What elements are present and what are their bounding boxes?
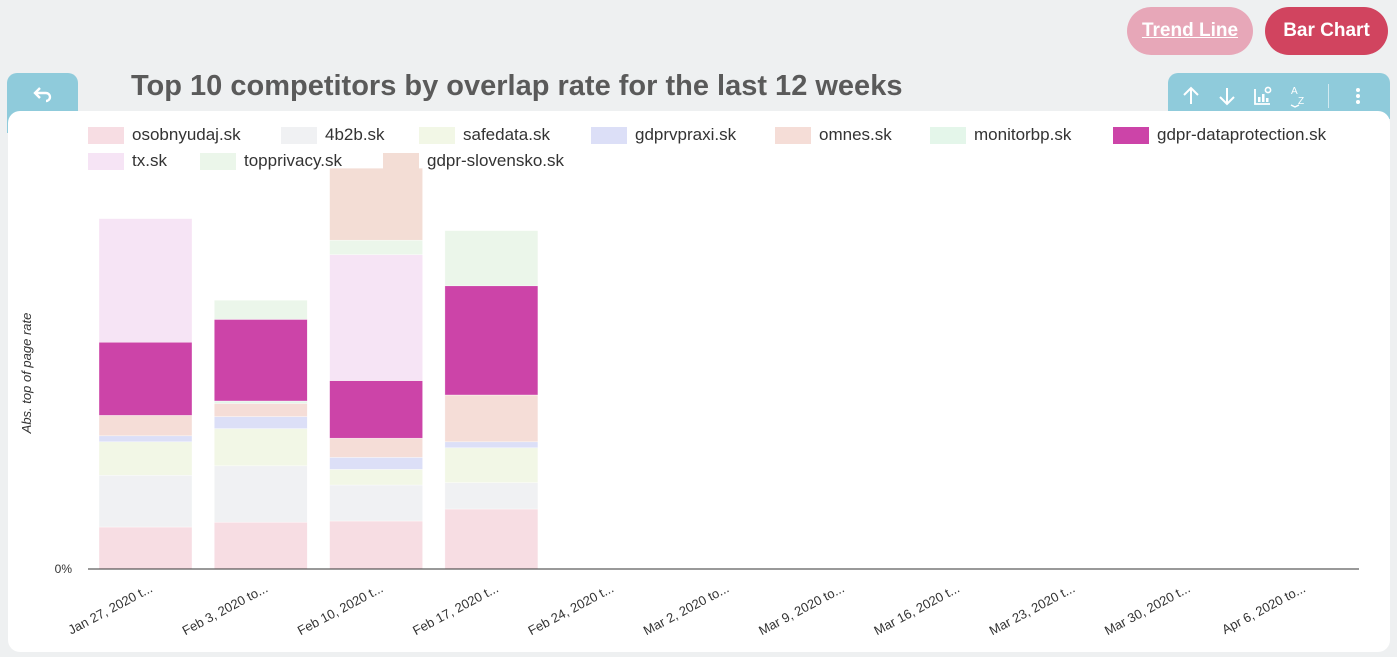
bar-segment[interactable] xyxy=(444,482,539,510)
legend-label: safedata.sk xyxy=(463,125,550,144)
bar-segment[interactable] xyxy=(329,380,423,439)
x-tick-label: Mar 9, 2020 to... xyxy=(756,580,847,638)
legend-item[interactable]: gdpr-slovensko.sk xyxy=(383,151,564,171)
legend-item[interactable]: gdprvpraxi.sk xyxy=(591,125,736,145)
legend-label: gdpr-dataprotection.sk xyxy=(1157,125,1327,144)
x-tick-label: Feb 17, 2020 t... xyxy=(410,580,501,638)
legend-item[interactable]: gdpr-dataprotection.sk xyxy=(1113,125,1326,145)
legend-swatch xyxy=(88,152,124,170)
bar-segment[interactable] xyxy=(214,521,308,570)
x-tick-label: Mar 30, 2020 t... xyxy=(1102,580,1193,638)
legend-label: tx.sk xyxy=(132,151,167,170)
y-tick-label: 0% xyxy=(55,562,73,576)
bar-segment[interactable] xyxy=(214,465,308,523)
bar-segment[interactable] xyxy=(329,239,423,255)
legend-swatch xyxy=(591,126,627,144)
toolbar-divider xyxy=(1328,84,1329,108)
bar-segment[interactable] xyxy=(444,394,539,443)
legend-item[interactable]: safedata.sk xyxy=(419,125,550,145)
x-tick-label: Feb 3, 2020 to... xyxy=(180,580,271,638)
svg-text:Z: Z xyxy=(1298,96,1304,107)
bar-segment[interactable] xyxy=(98,475,193,528)
bar-segment[interactable] xyxy=(214,319,308,402)
chart-settings-icon[interactable] xyxy=(1250,83,1276,109)
bar-segment[interactable] xyxy=(329,457,423,470)
sort-az-icon[interactable]: A Z xyxy=(1286,83,1312,109)
bar-segment[interactable] xyxy=(214,400,308,404)
x-tick-label: Mar 23, 2020 t... xyxy=(987,580,1078,638)
legend-item[interactable]: monitorbp.sk xyxy=(930,125,1071,145)
legend-item[interactable]: tx.sk xyxy=(88,151,167,171)
bar-segment[interactable] xyxy=(98,341,193,416)
legend-swatch xyxy=(930,126,966,144)
x-tick-label: Mar 16, 2020 t... xyxy=(871,580,962,638)
stacked-bar-chart: Abs. top of page rate 0% Jan 27, 2020 t.… xyxy=(19,167,1359,638)
bar-segment[interactable] xyxy=(444,285,539,396)
arrow-up-icon[interactable] xyxy=(1178,83,1204,109)
bar-segment[interactable] xyxy=(329,254,423,381)
bar-segment[interactable] xyxy=(214,299,308,320)
x-tick-label: Jan 27, 2020 t... xyxy=(66,580,155,637)
bar-segment[interactable] xyxy=(214,403,308,417)
chart-card: Abs. top of page rate 0% Jan 27, 2020 t.… xyxy=(8,111,1390,652)
bar-segment[interactable] xyxy=(444,230,539,287)
y-axis-title: Abs. top of page rate xyxy=(19,313,34,435)
arrow-down-icon[interactable] xyxy=(1214,83,1240,109)
legend-label: gdprvpraxi.sk xyxy=(635,125,737,144)
bar-segment[interactable] xyxy=(444,441,539,449)
legend-swatch xyxy=(88,126,124,144)
x-tick-label: Feb 24, 2020 t... xyxy=(525,580,616,638)
legend-swatch xyxy=(383,152,419,170)
legend-swatch xyxy=(1113,126,1149,144)
bar-segment[interactable] xyxy=(214,416,308,429)
legend-label: topprivacy.sk xyxy=(244,151,342,170)
legend-label: osobnyudaj.sk xyxy=(132,125,241,144)
bar-segment[interactable] xyxy=(329,469,423,486)
bar-segment[interactable] xyxy=(329,437,423,458)
trend-line-button[interactable]: Trend Line xyxy=(1127,7,1253,55)
undo-arrow-icon xyxy=(31,83,55,108)
bar-segment[interactable] xyxy=(98,526,193,570)
legend-label: monitorbp.sk xyxy=(974,125,1072,144)
bar-segment[interactable] xyxy=(98,441,193,476)
more-vert-icon[interactable] xyxy=(1345,83,1371,109)
bar-segment[interactable] xyxy=(214,428,308,467)
bar-segment[interactable] xyxy=(329,167,423,241)
x-tick-label: Apr 6, 2020 to... xyxy=(1219,580,1308,637)
bar-chart-button[interactable]: Bar Chart xyxy=(1265,7,1388,55)
legend-item[interactable]: topprivacy.sk xyxy=(200,151,342,171)
legend-item[interactable]: omnes.sk xyxy=(775,125,892,145)
legend-swatch xyxy=(200,152,236,170)
bar-segment[interactable] xyxy=(444,508,539,570)
legend-label: omnes.sk xyxy=(819,125,892,144)
bar-segment[interactable] xyxy=(329,484,423,522)
chart-title: Top 10 competitors by overlap rate for t… xyxy=(131,70,903,102)
bar-segment[interactable] xyxy=(98,415,193,437)
legend-swatch xyxy=(281,126,317,144)
legend-label: gdpr-slovensko.sk xyxy=(427,151,565,170)
x-tick-label: Feb 10, 2020 t... xyxy=(295,580,386,638)
legend-item[interactable]: osobnyudaj.sk xyxy=(88,125,241,145)
svg-text:A: A xyxy=(1291,86,1298,97)
bar-segment[interactable] xyxy=(444,447,539,483)
legend-swatch xyxy=(419,126,455,144)
bar-segment[interactable] xyxy=(98,435,193,443)
legend-label: 4b2b.sk xyxy=(325,125,385,144)
x-tick-label: Mar 2, 2020 to... xyxy=(641,580,732,638)
bar-segment[interactable] xyxy=(98,218,193,343)
legend-swatch xyxy=(775,126,811,144)
bar-segment[interactable] xyxy=(329,520,423,570)
legend-item[interactable]: 4b2b.sk xyxy=(281,125,385,145)
